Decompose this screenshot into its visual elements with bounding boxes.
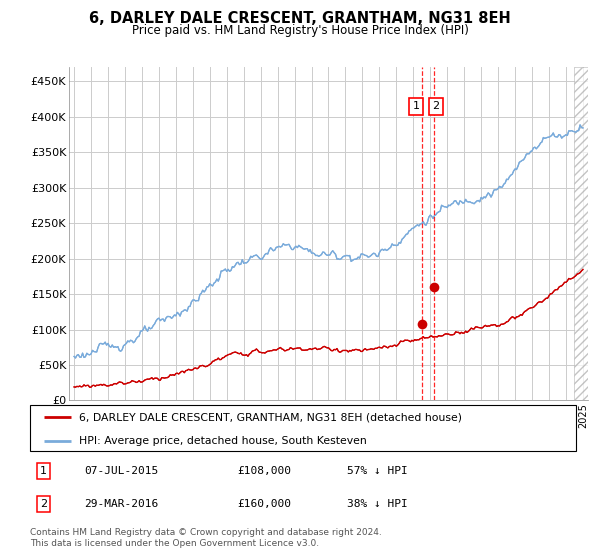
- Text: 6, DARLEY DALE CRESCENT, GRANTHAM, NG31 8EH: 6, DARLEY DALE CRESCENT, GRANTHAM, NG31 …: [89, 11, 511, 26]
- Text: 2: 2: [40, 499, 47, 509]
- Text: Contains HM Land Registry data © Crown copyright and database right 2024.
This d: Contains HM Land Registry data © Crown c…: [30, 528, 382, 548]
- Text: 1: 1: [413, 101, 419, 111]
- Text: £160,000: £160,000: [238, 499, 292, 509]
- Text: 2: 2: [433, 101, 440, 111]
- Text: 38% ↓ HPI: 38% ↓ HPI: [347, 499, 407, 509]
- Text: 29-MAR-2016: 29-MAR-2016: [85, 499, 159, 509]
- Bar: [574, 67, 588, 400]
- Text: 6, DARLEY DALE CRESCENT, GRANTHAM, NG31 8EH (detached house): 6, DARLEY DALE CRESCENT, GRANTHAM, NG31 …: [79, 412, 462, 422]
- Text: HPI: Average price, detached house, South Kesteven: HPI: Average price, detached house, Sout…: [79, 436, 367, 446]
- Text: 1: 1: [40, 466, 47, 476]
- Text: 07-JUL-2015: 07-JUL-2015: [85, 466, 159, 476]
- Text: Price paid vs. HM Land Registry's House Price Index (HPI): Price paid vs. HM Land Registry's House …: [131, 24, 469, 36]
- Text: £108,000: £108,000: [238, 466, 292, 476]
- Text: 57% ↓ HPI: 57% ↓ HPI: [347, 466, 407, 476]
